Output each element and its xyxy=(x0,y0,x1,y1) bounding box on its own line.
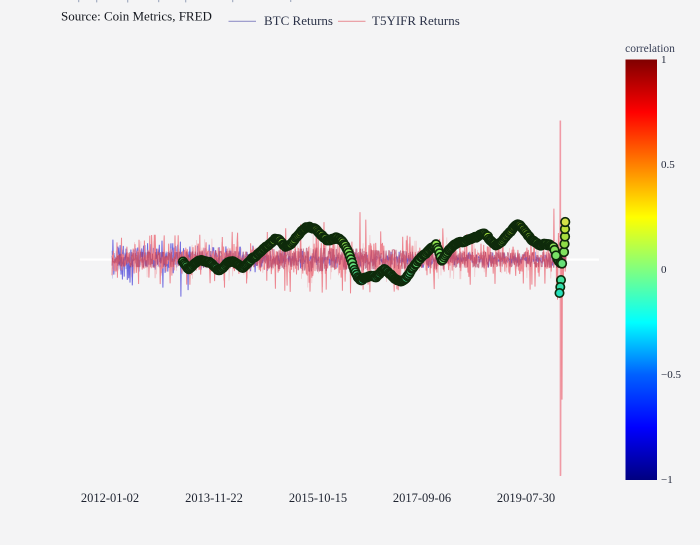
svg-text:0: 0 xyxy=(661,264,667,276)
svg-text:Source: Coin Metrics, FRED: Source: Coin Metrics, FRED xyxy=(61,9,212,24)
svg-text:BTC Returns: BTC Returns xyxy=(264,13,333,28)
svg-text:1: 1 xyxy=(661,54,667,66)
svg-text:T5YIFR Returns: T5YIFR Returns xyxy=(372,13,460,28)
svg-text:2013-11-22: 2013-11-22 xyxy=(185,491,243,505)
svg-text:2019-07-30: 2019-07-30 xyxy=(497,491,555,505)
svg-text:2012-01-02: 2012-01-02 xyxy=(81,491,139,505)
svg-text:2015-10-15: 2015-10-15 xyxy=(289,491,347,505)
svg-text:correlation: correlation xyxy=(625,43,675,55)
svg-text:−1: −1 xyxy=(661,474,673,486)
svg-text:0.5: 0.5 xyxy=(661,159,675,171)
svg-text:2017-09-06: 2017-09-06 xyxy=(393,491,451,505)
svg-text:−0.5: −0.5 xyxy=(661,369,681,381)
